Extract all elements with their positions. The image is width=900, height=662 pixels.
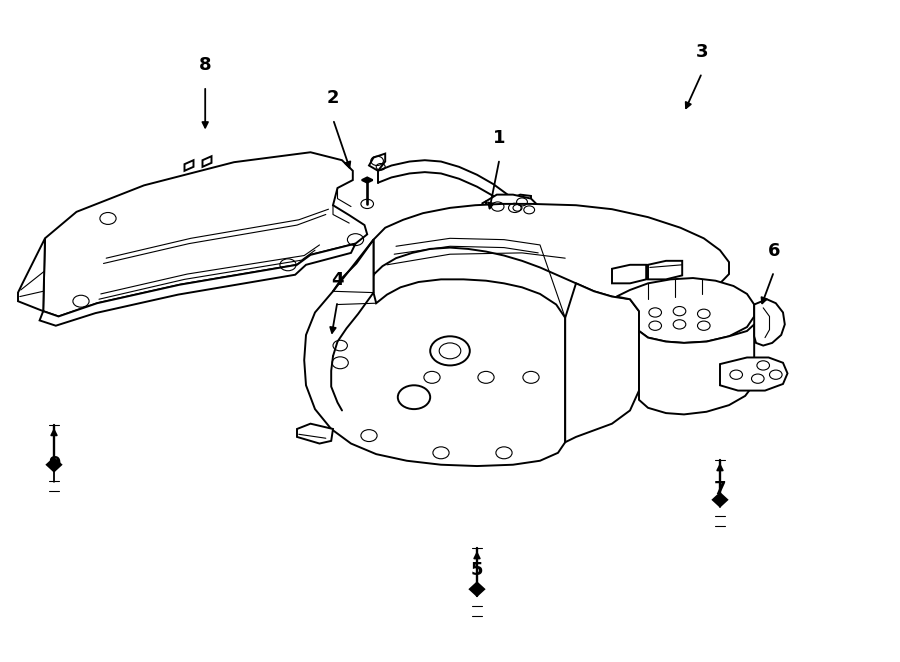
Polygon shape [720, 357, 788, 391]
Polygon shape [18, 238, 45, 311]
Polygon shape [371, 204, 729, 299]
Polygon shape [616, 278, 754, 343]
Polygon shape [612, 265, 646, 283]
Polygon shape [43, 152, 367, 316]
Text: 4: 4 [331, 271, 344, 289]
Polygon shape [184, 160, 194, 171]
Polygon shape [713, 493, 727, 506]
Polygon shape [304, 240, 565, 466]
Polygon shape [639, 324, 754, 414]
Polygon shape [565, 283, 639, 442]
Polygon shape [297, 424, 333, 444]
Polygon shape [362, 177, 373, 183]
Polygon shape [202, 156, 211, 167]
Text: 3: 3 [696, 43, 708, 61]
Polygon shape [486, 195, 536, 217]
Polygon shape [754, 299, 785, 346]
Text: 9: 9 [48, 455, 60, 473]
Polygon shape [648, 261, 682, 279]
Polygon shape [47, 458, 61, 471]
Text: 2: 2 [327, 89, 339, 107]
Text: 8: 8 [199, 56, 212, 74]
Text: 1: 1 [493, 129, 506, 147]
Text: 7: 7 [714, 480, 726, 498]
Polygon shape [482, 201, 486, 209]
Polygon shape [511, 195, 531, 209]
Polygon shape [470, 583, 484, 596]
Polygon shape [324, 332, 358, 356]
Text: 6: 6 [768, 242, 780, 260]
Polygon shape [40, 244, 356, 326]
Text: 5: 5 [471, 561, 483, 579]
Polygon shape [369, 154, 385, 171]
